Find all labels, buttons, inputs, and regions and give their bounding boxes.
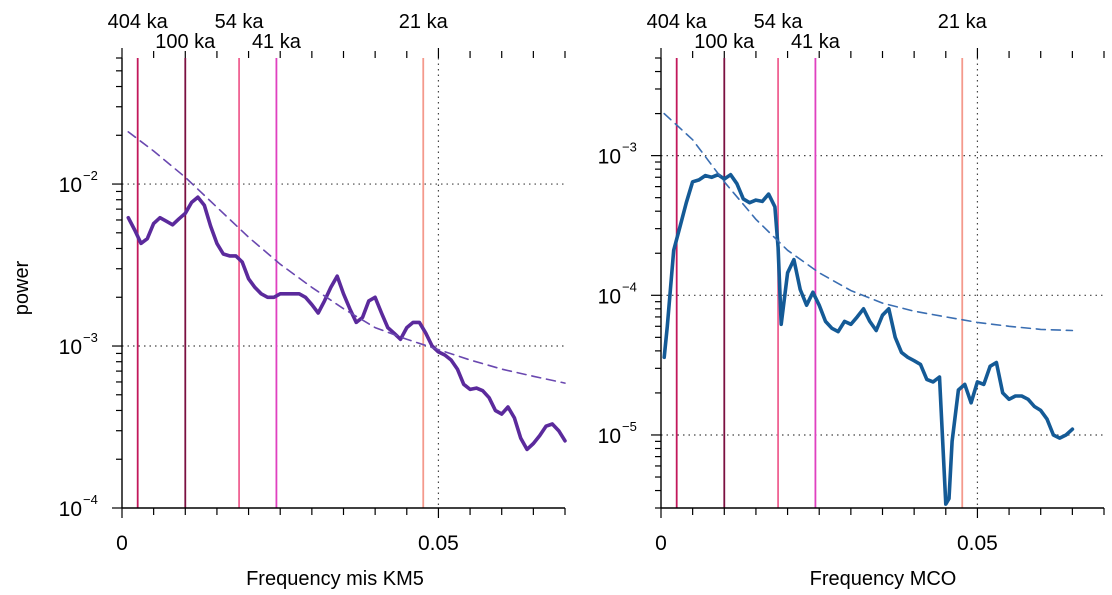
- x-tick-label: 0.05: [957, 532, 998, 555]
- series-dashed-line: [663, 112, 1074, 332]
- period-label: 54 ka: [754, 11, 804, 33]
- y-axis-title: power: [11, 260, 33, 315]
- x-axis-title: Frequency MCO: [810, 568, 957, 590]
- period-label: 404 ka: [647, 11, 708, 33]
- y-tick-exponent: −2: [83, 168, 98, 183]
- y-tick-label: 10: [598, 425, 621, 448]
- y-tick-exponent: −4: [622, 279, 637, 294]
- x-tick-label: 0.05: [418, 532, 459, 555]
- y-tick-exponent: −3: [622, 140, 637, 155]
- x-tick-label: 0: [655, 532, 667, 555]
- series-dashed-line: [127, 131, 566, 384]
- y-tick-exponent: −4: [83, 492, 98, 507]
- period-label: 21 ka: [938, 11, 988, 33]
- period-label: 21 ka: [399, 11, 449, 33]
- period-label: 41 ka: [791, 31, 841, 53]
- period-label: 404 ka: [108, 11, 169, 33]
- y-tick-exponent: −5: [622, 419, 637, 434]
- period-label: 54 ka: [215, 11, 265, 33]
- y-tick-label: 10: [59, 174, 82, 197]
- period-label: 100 ka: [694, 31, 755, 53]
- series-solid-line: [662, 172, 1075, 506]
- period-label: 100 ka: [155, 31, 216, 53]
- y-tick-label: 10: [59, 336, 82, 359]
- x-tick-label: 0: [116, 532, 128, 555]
- y-tick-label: 10: [598, 285, 621, 308]
- y-tick-label: 10: [598, 146, 621, 169]
- x-axis-title: Frequency mis KM5: [246, 568, 424, 590]
- y-tick-exponent: −3: [83, 330, 98, 345]
- period-label: 41 ka: [252, 31, 302, 53]
- y-tick-label: 10: [59, 498, 82, 521]
- series-solid-line: [126, 195, 567, 452]
